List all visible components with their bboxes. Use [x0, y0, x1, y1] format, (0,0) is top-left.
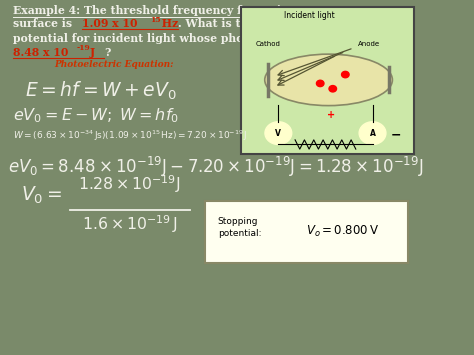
Text: V: V — [275, 129, 281, 138]
Text: . What is the stopping: . What is the stopping — [178, 18, 312, 29]
Text: Hz: Hz — [158, 18, 179, 29]
Text: ?: ? — [104, 47, 110, 58]
Text: 1.09 x 10: 1.09 x 10 — [82, 18, 138, 29]
Text: −: − — [390, 129, 401, 141]
FancyBboxPatch shape — [241, 7, 414, 154]
Text: 15: 15 — [150, 16, 161, 24]
Text: $1.28 \times 10^{-19}\mathrm{J}$: $1.28 \times 10^{-19}\mathrm{J}$ — [79, 174, 181, 195]
Circle shape — [317, 80, 324, 87]
FancyBboxPatch shape — [205, 201, 408, 263]
Text: Anode: Anode — [358, 41, 380, 47]
Text: Stopping
potential:: Stopping potential: — [218, 217, 261, 238]
Text: $V_o = 0.800\,\mathrm{V}$: $V_o = 0.800\,\mathrm{V}$ — [306, 224, 379, 239]
Text: A: A — [370, 129, 375, 138]
Text: $W = (6.63 \times 10^{-34}\,\mathrm{Js})(1.09 \times 10^{15}\,\mathrm{Hz}) = 7.2: $W = (6.63 \times 10^{-34}\,\mathrm{Js})… — [12, 129, 247, 143]
Text: $V_0 =$: $V_0 =$ — [21, 185, 62, 206]
Text: $1.6 \times 10^{-19}\,\mathrm{J}$: $1.6 \times 10^{-19}\,\mathrm{J}$ — [82, 213, 178, 235]
Text: Example 4: The threshold frequency for a given: Example 4: The threshold frequency for a… — [12, 5, 301, 16]
Text: -19: -19 — [77, 44, 91, 52]
Text: $E = hf = W + eV_0$: $E = hf = W + eV_0$ — [25, 80, 177, 102]
Text: +: + — [327, 110, 335, 120]
Text: 8.48 x 10: 8.48 x 10 — [12, 47, 68, 58]
Text: Photoelectric Equation:: Photoelectric Equation: — [55, 60, 174, 69]
Circle shape — [359, 122, 386, 144]
Circle shape — [342, 71, 349, 78]
Circle shape — [265, 122, 292, 144]
Text: potential for incident light whose photon energy is: potential for incident light whose photo… — [12, 33, 322, 44]
Ellipse shape — [265, 54, 392, 106]
Text: Incident light: Incident light — [284, 11, 335, 20]
Text: $eV_0 = E - W;\; W = hf_0$: $eV_0 = E - W;\; W = hf_0$ — [12, 106, 179, 125]
Text: $eV_0 = 8.48 \times 10^{-19}\mathrm{J} - 7.20 \times 10^{-19}\mathrm{J} = 1.28 \: $eV_0 = 8.48 \times 10^{-19}\mathrm{J} -… — [9, 154, 424, 179]
Circle shape — [329, 86, 337, 92]
Text: surface is: surface is — [12, 18, 75, 29]
Text: J: J — [90, 47, 95, 58]
Text: Cathod: Cathod — [255, 41, 280, 47]
